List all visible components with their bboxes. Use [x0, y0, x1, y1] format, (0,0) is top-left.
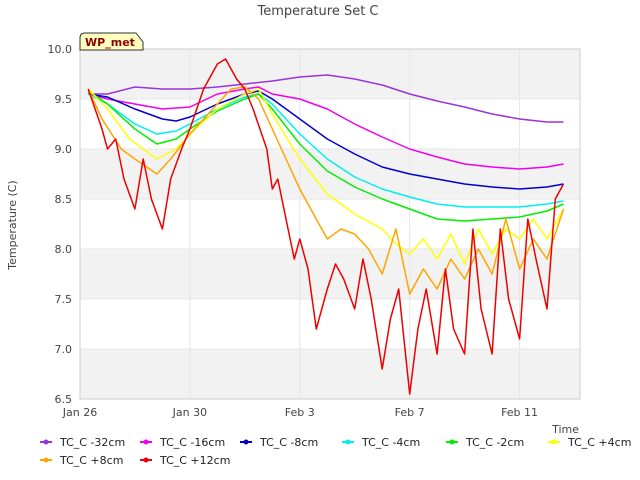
x-axis-ticks: Jan 26 Jan 30 Feb 3 Feb 7 Feb 11: [62, 406, 538, 419]
legend-label: TC_C -32cm: [59, 436, 125, 449]
x-tick-label: Feb 3: [285, 406, 315, 419]
y-tick-label: 10.0: [48, 43, 73, 56]
y-axis-title: Temperature (C): [6, 180, 19, 270]
badge-shape: [79, 32, 144, 51]
background-band: [80, 149, 580, 199]
legend-item: TC_C -2cm: [446, 436, 524, 449]
y-tick-label: 8.0: [55, 243, 73, 256]
y-tick-label: 7.0: [55, 343, 73, 356]
y-tick-label: 9.0: [55, 143, 73, 156]
legend-label: TC_C -4cm: [361, 436, 420, 449]
series-line-tc-c-4cm: [87, 93, 564, 208]
legend-marker: [43, 457, 49, 463]
legend-label: TC_C -2cm: [465, 436, 524, 449]
series-line-tc-c-16cm: [88, 86, 564, 170]
legend-item: TC_C +8cm: [40, 454, 123, 467]
y-tick-label: 9.5: [55, 93, 73, 106]
legend-label: TC_C +8cm: [59, 454, 123, 467]
legend-item: TC_C -4cm: [342, 436, 420, 449]
legend-marker: [43, 439, 49, 445]
legend-item: TC_C +12cm: [140, 454, 230, 467]
legend-label: TC_C +4cm: [567, 436, 631, 449]
legend-label: TC_C -8cm: [259, 436, 318, 449]
series-line-tc-c-2cm: [87, 90, 564, 222]
background-band: [80, 349, 580, 399]
chart-title: Temperature Set C: [256, 4, 378, 19]
legend-marker: [345, 439, 351, 445]
y-tick-label: 6.5: [55, 393, 73, 406]
legend-marker: [143, 439, 149, 445]
series-line-tc-c-12cm: [87, 58, 565, 395]
legend-label: TC_C +12cm: [159, 454, 230, 467]
series-lines: [87, 58, 565, 395]
y-axis-ticks: 6.5 7.0 7.5 8.0 8.5 9.0 9.5 10.0: [48, 43, 73, 406]
x-tick-label: Feb 7: [395, 406, 425, 419]
y-tick-label: 8.5: [55, 193, 73, 206]
series-line-tc-c-32cm: [88, 74, 564, 123]
x-tick-label: Feb 11: [501, 406, 538, 419]
legend-marker: [243, 439, 249, 445]
y-tick-label: 7.5: [55, 293, 73, 306]
series-line-tc-c-8cm: [88, 90, 564, 190]
x-tick-label: Jan 26: [62, 406, 97, 419]
legend-marker: [449, 439, 455, 445]
station-badge: WP_met: [79, 32, 144, 51]
series-line-tc-c-8cm: [87, 86, 565, 295]
legend-item: TC_C -16cm: [140, 436, 225, 449]
legend-item: TC_C +4cm: [548, 436, 631, 449]
badge-label: WP_met: [85, 36, 135, 49]
legend-label: TC_C -16cm: [159, 436, 225, 449]
legend-marker: [551, 439, 557, 445]
x-axis-title: Time: [551, 423, 579, 436]
x-tick-label: Jan 30: [172, 406, 207, 419]
legend-item: TC_C -8cm: [240, 436, 318, 449]
plot-area: [79, 48, 581, 400]
background-band: [80, 49, 580, 99]
legend-item: TC_C -32cm: [40, 436, 125, 449]
legend-marker: [143, 457, 149, 463]
legend: TC_C -32cm TC_C -16cm TC_C -8cm TC_C -4cm TC…: [40, 436, 631, 467]
